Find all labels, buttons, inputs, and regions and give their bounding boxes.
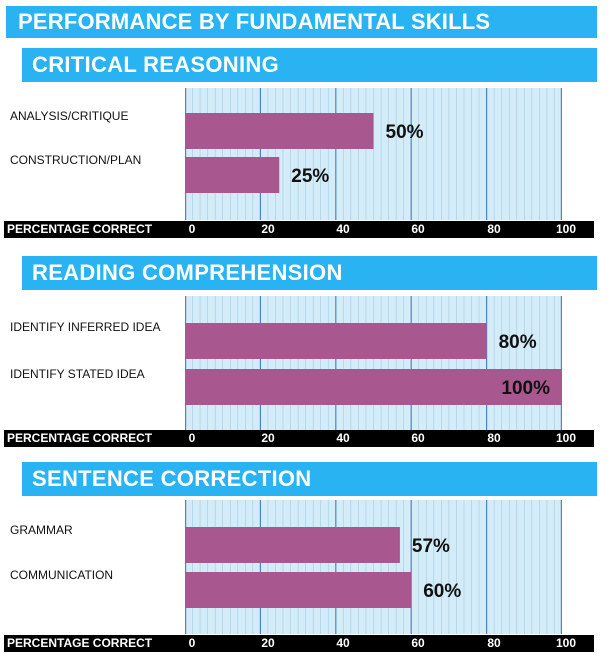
bar-value-label: 25% <box>291 166 329 187</box>
x-axis-title: PERCENTAGE CORRECT <box>7 431 153 445</box>
x-tick-label: 40 <box>336 636 350 650</box>
x-tick-label: 40 <box>336 222 350 236</box>
bar-value-label: 50% <box>386 122 424 143</box>
section-title: CRITICAL REASONING <box>22 48 597 82</box>
x-tick-label: 100 <box>555 636 577 650</box>
bar <box>185 323 487 359</box>
x-tick-label: 60 <box>411 636 425 650</box>
bar-value-label: 100% <box>501 378 550 399</box>
category-label: ANALYSIS/CRITIQUE <box>10 109 129 123</box>
bar <box>185 572 412 608</box>
x-tick-label: 60 <box>411 222 425 236</box>
bar-value-label: 60% <box>423 581 461 602</box>
bar <box>185 527 400 563</box>
section-title: READING COMPREHENSION <box>22 256 597 290</box>
x-tick-label: 40 <box>336 431 350 445</box>
bar <box>185 113 374 149</box>
bar-chart-plot: 50% 25% <box>185 88 562 220</box>
category-label: COMMUNICATION <box>10 568 114 582</box>
x-axis-bar: PERCENTAGE CORRECT 0 20 40 60 80 100 <box>4 635 594 652</box>
x-tick-label: 80 <box>487 222 501 236</box>
bar <box>185 157 280 193</box>
section-title: SENTENCE CORRECTION <box>22 462 597 496</box>
x-axis-title: PERCENTAGE CORRECT <box>7 636 153 650</box>
x-axis-bar: PERCENTAGE CORRECT 0 20 40 60 80 100 <box>4 430 594 447</box>
page-title: PERFORMANCE BY FUNDAMENTAL SKILLS <box>6 6 597 38</box>
x-tick-label: 0 <box>188 431 196 445</box>
bar-value-label: 80% <box>499 332 537 353</box>
category-label: CONSTRUCTION/PLAN <box>10 153 142 167</box>
x-tick-label: 20 <box>261 431 275 445</box>
x-axis-bar: PERCENTAGE CORRECT 0 20 40 60 80 100 <box>4 221 594 238</box>
x-axis-title: PERCENTAGE CORRECT <box>7 222 153 236</box>
category-label: GRAMMAR <box>10 523 73 537</box>
bar-chart-plot: 80% 100% <box>185 296 562 430</box>
x-tick-label: 80 <box>487 431 501 445</box>
x-tick-label: 0 <box>188 636 196 650</box>
bar-chart-plot: 57% 60% <box>185 500 562 634</box>
x-tick-label: 20 <box>261 636 275 650</box>
category-label: IDENTIFY STATED IDEA <box>10 367 145 381</box>
category-label: IDENTIFY INFERRED IDEA <box>10 320 161 334</box>
x-tick-label: 0 <box>188 222 196 236</box>
x-tick-label: 80 <box>487 636 501 650</box>
x-tick-label: 100 <box>555 222 577 236</box>
x-tick-label: 60 <box>411 431 425 445</box>
x-tick-label: 100 <box>555 431 577 445</box>
bar <box>185 369 562 405</box>
bar-value-label: 57% <box>412 536 450 557</box>
x-tick-label: 20 <box>261 222 275 236</box>
